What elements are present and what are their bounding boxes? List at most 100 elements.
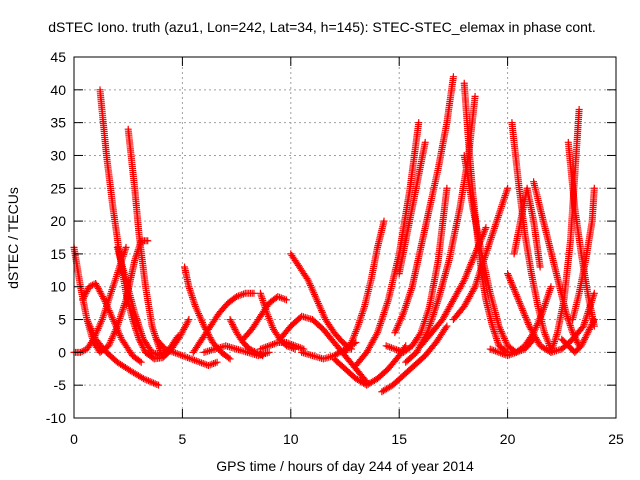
- data-point: [143, 376, 151, 384]
- data-point: [373, 330, 381, 338]
- data-point: [504, 184, 512, 192]
- data-point: [228, 319, 236, 327]
- y-tick-label: 5: [58, 312, 66, 328]
- data-point: [153, 380, 161, 388]
- series-arc-31: [449, 184, 512, 324]
- data-point: [146, 378, 154, 386]
- data-point: [155, 381, 163, 389]
- tick-marks: [73, 56, 617, 419]
- data-point: [185, 316, 193, 324]
- y-tick-labels: -10 -5 0 5 10 15 20 25 30 35 40 45: [46, 49, 66, 426]
- data-point: [380, 217, 388, 225]
- series-arc-14: [239, 293, 290, 343]
- series-arc-10: [181, 263, 234, 363]
- series-arc-35: [504, 270, 598, 356]
- x-tick-label: 20: [500, 431, 516, 447]
- series-arc-01: [70, 243, 163, 389]
- data-point: [254, 349, 262, 357]
- data-point: [87, 282, 95, 290]
- y-tick-label: 20: [50, 213, 66, 229]
- y-tick-label: 35: [50, 115, 66, 131]
- data-point: [227, 317, 235, 325]
- data-point: [442, 324, 450, 332]
- data-point: [582, 332, 590, 340]
- series-arc-28: [417, 224, 490, 350]
- series-arc-08: [142, 316, 193, 363]
- data-point: [586, 324, 594, 332]
- y-tick-label: 25: [50, 180, 66, 196]
- data-point: [225, 354, 233, 362]
- series-arc-11: [189, 289, 258, 356]
- data-point: [459, 278, 467, 286]
- data-point: [184, 317, 192, 325]
- series-arc-26: [395, 138, 429, 278]
- data-point: [578, 340, 586, 348]
- data-point: [585, 327, 593, 335]
- data-point: [573, 337, 581, 345]
- data-point: [415, 119, 423, 127]
- series-arc-34: [510, 184, 544, 271]
- x-tick-labels: 0 5 10 15 20 25: [70, 431, 624, 447]
- y-tick-label: 40: [50, 82, 66, 98]
- data-point: [470, 284, 478, 292]
- data-point: [148, 378, 156, 386]
- x-tick-label: 5: [179, 431, 187, 447]
- data-point: [99, 294, 107, 302]
- data-point: [144, 237, 152, 245]
- data-point: [265, 348, 273, 356]
- plot-frame: [73, 56, 617, 419]
- series-arc-37: [547, 106, 583, 356]
- series-arc-13: [226, 316, 267, 360]
- y-tick-label: 45: [50, 49, 66, 65]
- series-arc-20: [341, 217, 388, 356]
- data-point: [577, 342, 585, 350]
- y-tick-label: 15: [50, 246, 66, 262]
- data-point: [547, 283, 555, 291]
- data-point: [82, 289, 90, 297]
- data-point: [416, 330, 424, 338]
- series-arc-23: [378, 322, 451, 396]
- data-point: [247, 346, 255, 354]
- data-point: [583, 330, 591, 338]
- data-point: [585, 325, 593, 333]
- series-arc-24: [382, 184, 451, 356]
- data-point: [449, 73, 457, 81]
- data-point: [137, 358, 145, 366]
- data-point: [84, 286, 92, 294]
- data-point: [282, 296, 290, 304]
- data-point: [138, 374, 146, 382]
- series-arc-17: [287, 250, 356, 353]
- data-point: [230, 324, 238, 332]
- y-tick-label: -10: [46, 410, 66, 426]
- data-point: [471, 92, 479, 100]
- data-point: [536, 263, 544, 271]
- data-point: [144, 377, 152, 385]
- data-point: [571, 334, 579, 342]
- data-point: [570, 332, 578, 340]
- data-point: [587, 322, 595, 330]
- y-tick-label: 10: [50, 279, 66, 295]
- data-point: [252, 348, 260, 356]
- data-point: [80, 347, 88, 355]
- data-point: [85, 283, 93, 291]
- data-point: [255, 350, 263, 358]
- data-point: [79, 296, 87, 304]
- data-point: [122, 243, 130, 251]
- data-point: [443, 184, 451, 192]
- x-tick-label: 25: [608, 431, 624, 447]
- series-arc-36: [530, 178, 583, 350]
- data-point: [140, 345, 148, 353]
- data-point: [249, 347, 257, 355]
- data-point: [589, 319, 597, 327]
- data-point: [588, 320, 596, 328]
- data-point: [259, 352, 267, 360]
- data-point: [78, 348, 86, 356]
- series-arc-03: [79, 279, 145, 366]
- data-point: [246, 345, 254, 353]
- data-point: [482, 224, 490, 232]
- data-point: [250, 289, 258, 297]
- data-point: [231, 325, 239, 333]
- data-point: [83, 288, 91, 296]
- series-arc-40: [558, 316, 598, 356]
